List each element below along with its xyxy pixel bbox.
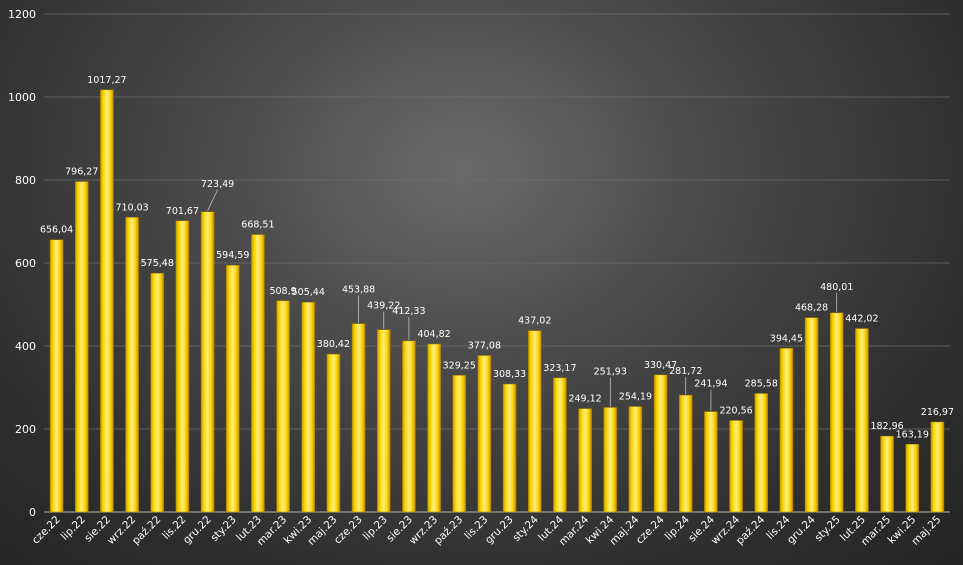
bar [477,355,492,513]
x-category-label: gru.23 [483,514,516,547]
data-label: 656,04 [40,225,73,236]
data-label: 285,58 [745,378,778,389]
data-label: 412,33 [392,306,425,317]
data-label: 404,82 [417,329,450,340]
bar [855,328,869,513]
data-label: 251,93 [594,366,627,377]
bar [880,435,894,513]
bar [225,264,240,513]
data-label: 575,48 [141,258,174,269]
x-category-label: paź.23 [432,514,465,547]
data-label: 437,02 [518,316,551,327]
bar [49,239,64,513]
data-label: 329,25 [443,360,476,371]
data-label: 796,27 [65,167,98,178]
y-tick-label: 1200 [8,8,36,21]
bar [326,353,341,513]
bar [200,211,215,513]
data-label: 216,97 [921,407,954,418]
bar [376,329,391,513]
data-label: 330,47 [644,360,677,371]
bar [301,301,316,513]
bar [402,340,416,513]
data-label: 442,02 [845,314,878,325]
data-label: 249,12 [568,394,601,405]
data-label: 668,51 [241,220,274,231]
x-category-label: paź.22 [130,514,163,547]
y-tick-label: 0 [29,506,36,519]
bar [628,406,643,513]
bar [553,377,567,513]
x-category-label: cze.24 [634,513,667,546]
bar [729,420,743,513]
gridlines [44,13,950,513]
bar [578,408,592,513]
bar [502,383,517,513]
data-label: 254,19 [619,392,652,403]
y-tick-label: 400 [15,340,36,353]
bar [603,407,618,513]
bar [678,394,693,513]
bar [351,323,366,513]
bar [125,217,139,513]
data-labels: 656,04 796,27 1017,27 710,03 575,48 701,67 723… [40,75,954,440]
data-label: 439,22 [367,301,400,312]
bar [704,411,718,513]
data-label: 241,94 [694,379,727,390]
label-leader-line [207,189,218,211]
bars [49,89,945,513]
data-label: 701,67 [166,206,199,217]
data-label: 394,45 [770,333,803,344]
y-tick-label: 200 [15,423,36,436]
bar [905,444,920,513]
bar [74,181,89,513]
bar [427,343,441,513]
bar [930,421,945,513]
bar [829,312,844,513]
x-category-label: sty.23 [208,514,238,544]
bar [779,348,794,513]
x-category-label: sty.25 [812,514,842,544]
label-leader-lines [207,189,838,411]
data-label: 468,28 [795,303,828,314]
data-label: 1017,27 [87,75,126,86]
x-category-label: paź.24 [734,513,768,547]
data-label: 281,72 [669,366,702,377]
x-category-label: sty.24 [510,513,541,544]
bar [150,272,165,513]
x-category-label: gru.24 [785,513,818,546]
bar [527,330,542,513]
data-label: 505,44 [292,287,325,298]
x-axis-category-labels: cze.22lip.22sie.22wrz.22paź.22lis.22gru.… [30,513,944,548]
bar [251,234,265,513]
data-label: 182,96 [870,421,903,432]
bar [276,300,290,513]
data-label: 508,9 [269,286,296,297]
bar [175,220,190,513]
y-axis-tick-labels: 0 200 400 600 800 1000 1200 [8,8,36,519]
y-tick-label: 1000 [8,91,36,104]
y-tick-label: 800 [15,174,36,187]
data-label: 377,08 [468,341,501,352]
data-label: 163,19 [896,429,929,440]
bar [653,374,668,513]
data-label: 220,56 [719,405,752,416]
bar [754,393,769,513]
y-tick-label: 600 [15,257,36,270]
data-label: 723,49 [201,179,234,190]
x-category-label: gru.22 [181,514,214,547]
bar [100,89,114,513]
data-label: 308,33 [493,369,526,380]
bar [804,317,819,513]
x-category-label: cze.23 [332,514,365,547]
data-label: 323,17 [543,363,576,374]
data-label: 453,88 [342,285,375,296]
data-label: 594,59 [216,250,249,261]
data-label: 710,03 [115,202,148,213]
bar [452,375,467,513]
data-label: 380,42 [317,339,350,350]
data-label: 480,01 [820,282,853,293]
